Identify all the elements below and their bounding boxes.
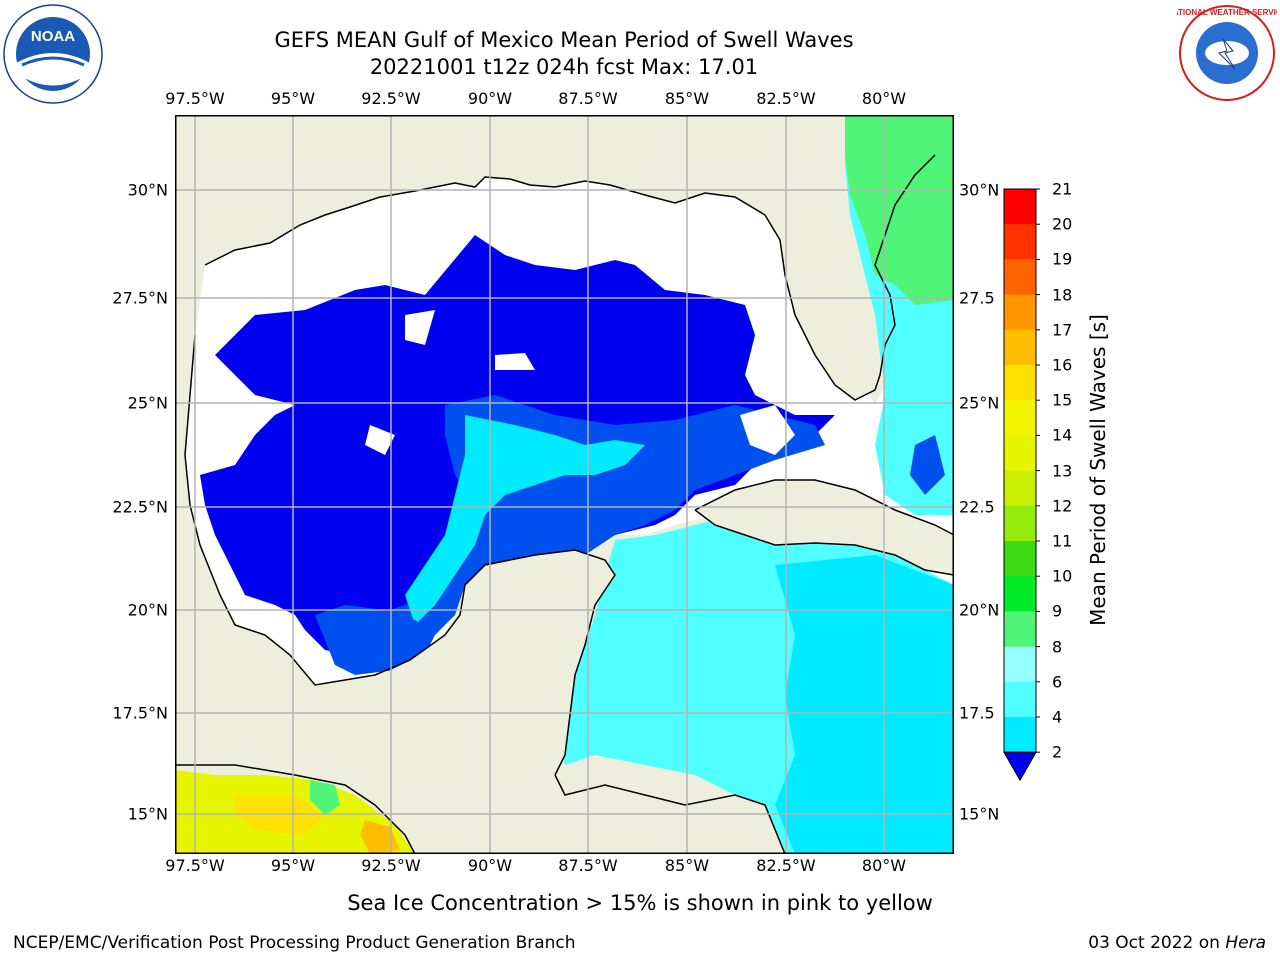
colorbar-tick-label: 16 (1052, 355, 1073, 375)
colorbar-segment (1004, 224, 1036, 260)
lon-tick-bottom: 85°W (664, 856, 710, 875)
colorbar-segment (1004, 470, 1036, 507)
colorbar-tick-label: 6 (1052, 672, 1063, 692)
producer-credit: NCEP/EMC/Verification Post Processing Pr… (13, 933, 576, 953)
map-title: GEFS MEAN Gulf of Mexico Mean Period of … (274, 28, 854, 52)
lon-tick-bottom: 87.5°W (558, 856, 618, 875)
noaa-logo: NOAA (3, 4, 103, 104)
lat-tick-left: 27.5°N (112, 288, 168, 308)
colorbar-tick-label: 8 (1052, 637, 1063, 657)
coastline (694, 479, 954, 576)
colorbar (1003, 188, 1040, 782)
pacific-orange (235, 795, 325, 835)
colorbar-segment (1004, 189, 1036, 225)
colorbar-tick-label: 9 (1052, 601, 1063, 621)
colorbar-tick-label: 18 (1052, 285, 1073, 305)
lat-tick-left: 15°N (127, 804, 168, 824)
colorbar-extend-arrow (1003, 751, 1037, 782)
colorbar-segment (1004, 646, 1036, 683)
nws-logo: NATIONAL WEATHER SERVICE (1177, 5, 1277, 101)
colorbar-segment (1004, 435, 1036, 472)
graticule (175, 115, 954, 854)
atlantic-blue-spot (910, 435, 945, 495)
lat-tick-right: 25°N (959, 393, 1000, 413)
florida-land (775, 115, 885, 405)
colorbar-tick-label: 11 (1052, 531, 1073, 551)
lon-tick-top: 97.5°W (165, 89, 225, 108)
colorbar-segment (1004, 259, 1036, 296)
lat-tick-right: 30°N (959, 180, 1000, 200)
pacific-orange-2 (360, 820, 400, 854)
lon-tick-bottom: 90°W (467, 856, 513, 875)
lat-tick-right: 17.5 (959, 703, 995, 723)
machine-name: Hera (1225, 933, 1266, 953)
lon-tick-top: 92.5°W (361, 89, 421, 108)
lon-tick-bottom: 80°W (861, 856, 907, 875)
swell-gap (365, 425, 395, 455)
lon-tick-top: 80°W (861, 89, 907, 108)
lon-tick-top: 85°W (664, 89, 710, 108)
map-panel (175, 115, 954, 854)
run-date-text: 03 Oct 2022 on (1088, 933, 1220, 953)
lat-tick-left: 17.5°N (112, 703, 168, 723)
nws-logo-text: NATIONAL WEATHER SERVICE (1177, 8, 1277, 17)
colorbar-tick-label: 20 (1052, 214, 1073, 234)
lon-tick-bottom: 82.5°W (756, 856, 816, 875)
lat-tick-left: 20°N (127, 600, 168, 620)
lat-tick-right: 27.5 (959, 288, 995, 308)
lon-tick-top: 90°W (467, 89, 513, 108)
sea-ice-caption-text: Sea Ice Concentration > 15% is shown in … (347, 891, 933, 915)
pacific-green (310, 780, 340, 815)
colorbar-tick-label: 15 (1052, 390, 1073, 410)
colorbar-tick-label: 19 (1052, 249, 1073, 269)
swell-period-cyan (405, 415, 645, 625)
swell-gap (495, 353, 535, 370)
cuba-land (695, 480, 954, 575)
colorbar-tick-label: 13 (1052, 461, 1073, 481)
colorbar-segment (1004, 329, 1036, 366)
swell-gap (405, 310, 435, 345)
colorbar-segment (1004, 365, 1036, 401)
noaa-logo-text: NOAA (31, 28, 75, 45)
lon-tick-top: 87.5°W (558, 89, 618, 108)
yucatan-land (175, 550, 785, 854)
colorbar-tick-label: 10 (1052, 566, 1073, 586)
lat-tick-left: 30°N (127, 180, 168, 200)
lon-tick-bottom: 97.5°W (165, 856, 225, 875)
colorbar-segment (1004, 717, 1036, 753)
map-subtitle: 20221001 t12z 024h fcst Max: 17.01 (369, 55, 759, 79)
colorbar-segment (1004, 681, 1036, 718)
colorbar-tick-label: 17 (1052, 320, 1073, 340)
lon-tick-bottom: 92.5°W (361, 856, 421, 875)
lon-tick-bottom: 95°W (270, 856, 316, 875)
lon-tick-top: 82.5°W (756, 89, 816, 108)
colorbar-segment (1004, 294, 1036, 331)
lat-tick-left: 25°N (127, 393, 168, 413)
colorbar-segment (1004, 576, 1036, 612)
colorbar-segment (1004, 611, 1036, 648)
caribbean-light (775, 555, 954, 854)
colorbar-label: Mean Period of Swell Waves [s] (1086, 314, 1110, 626)
colorbar-segment (1004, 541, 1036, 577)
lon-tick-top: 95°W (270, 89, 316, 108)
lat-tick-right: 22.5 (959, 497, 995, 517)
run-date: 03 Oct 2022 on Hera (1088, 933, 1266, 953)
colorbar-tick-label: 4 (1052, 707, 1063, 727)
coastline (175, 764, 786, 854)
colorbar-tick-label: 21 (1052, 179, 1073, 199)
lat-tick-right: 15°N (959, 804, 1000, 824)
colorbar-tick-label: 12 (1052, 496, 1073, 516)
coastline (204, 154, 936, 401)
lat-tick-left: 22.5°N (112, 497, 168, 517)
colorbar-tick-label: 2 (1052, 742, 1063, 762)
colorbar-segment (1004, 400, 1036, 436)
lat-tick-right: 20°N (959, 600, 1000, 620)
bay-of-campeche (315, 605, 435, 675)
sea-ice-caption: Sea Ice Concentration > 15% is shown in … (0, 891, 1280, 915)
colorbar-tick-label: 14 (1052, 425, 1073, 445)
swell-gap (740, 405, 795, 455)
colorbar-segment (1004, 505, 1036, 542)
